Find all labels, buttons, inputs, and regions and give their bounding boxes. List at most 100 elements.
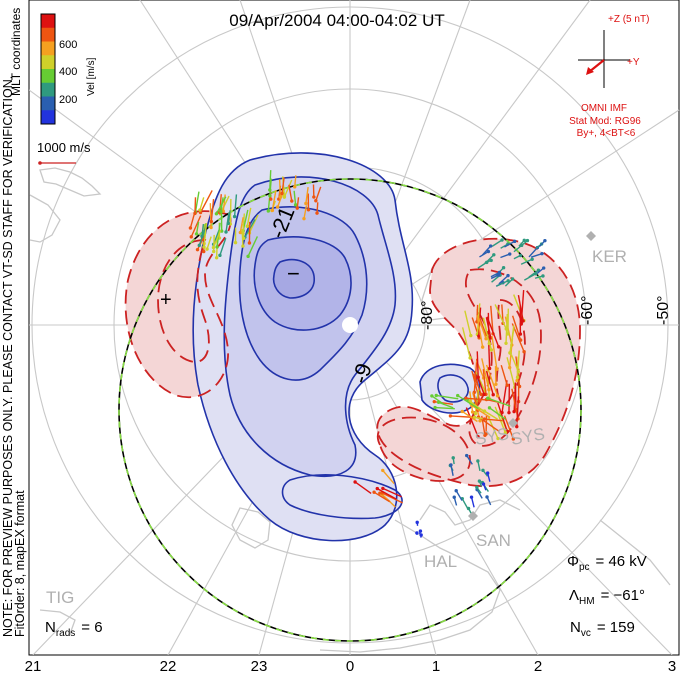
vector-origin	[212, 250, 215, 253]
negative-cells-fill	[193, 153, 479, 541]
vector-origin	[502, 266, 505, 269]
vector-origin	[461, 410, 464, 413]
vector-origin	[486, 471, 489, 474]
imf-stat-model: Stat Mod: RG96	[569, 116, 641, 127]
vector-origin	[198, 244, 201, 247]
stat-phi-pc: Φpc= 46 kV	[567, 553, 647, 573]
map-title: 09/Apr/2004 04:00-04:02 UT	[229, 11, 444, 30]
vector-origin	[496, 394, 499, 397]
vector-origin	[519, 338, 522, 341]
magnetic-pole-dot	[342, 317, 358, 333]
vector-origin	[504, 342, 507, 345]
vector-origin	[498, 271, 501, 274]
mlt-axis: 21 22 23 0 1 2 3	[25, 658, 677, 674]
vector-origin	[290, 199, 293, 202]
vector-origin	[190, 235, 193, 238]
vector-origin	[283, 195, 286, 198]
mlt-tick-0: 0	[346, 658, 354, 674]
vector-origin	[530, 258, 533, 261]
scale-vector: 1000 m/s	[37, 140, 91, 165]
vector-origin	[543, 239, 546, 242]
mlt-tick-21: 21	[25, 658, 42, 674]
vector-origin	[415, 531, 418, 534]
imf-y-label: +Y	[627, 57, 640, 68]
vector-origin	[521, 319, 524, 322]
vector-origin	[540, 252, 543, 255]
vector-origin	[522, 350, 525, 353]
vector-origin	[519, 332, 522, 335]
vector-origin	[205, 247, 208, 250]
vector-origin	[381, 469, 384, 472]
colorbar-swatch	[41, 28, 55, 42]
vector-origin	[196, 248, 199, 251]
vector-origin	[468, 356, 471, 359]
vector-origin	[474, 412, 477, 415]
vector-origin	[476, 375, 479, 378]
vector-origin	[494, 383, 497, 386]
vector-origin	[506, 384, 509, 387]
vector-origin	[449, 463, 452, 466]
vector-origin	[506, 332, 509, 335]
vector-origin	[209, 226, 212, 229]
vector-origin	[312, 195, 315, 198]
vector-origin	[353, 480, 356, 483]
vector-origin	[224, 230, 227, 233]
colorbar-tick-600: 600	[59, 39, 77, 51]
vector-origin	[469, 334, 472, 337]
colorbar-swatch	[41, 42, 55, 56]
imf-source-label: OMNI IMF	[581, 103, 627, 114]
vector-origin	[505, 327, 508, 330]
vector-origin	[482, 482, 485, 485]
mlt-tick-1: 1	[432, 658, 440, 674]
vector-origin	[195, 232, 198, 235]
vector-origin	[511, 277, 514, 280]
vector-origin	[218, 254, 221, 257]
lat-label-80: -80°	[419, 300, 436, 330]
vector-origin	[246, 225, 249, 228]
vector-origin	[381, 487, 384, 490]
vector-origin	[519, 254, 522, 257]
vector-origin	[433, 406, 436, 409]
mlt-tick-2: 2	[534, 658, 542, 674]
colorbar-tick-200: 200	[59, 94, 77, 106]
vector-origin	[485, 261, 488, 264]
station-ker: KER	[592, 247, 627, 266]
velocity-vector	[210, 203, 211, 227]
vector-origin	[520, 244, 523, 247]
vector-origin	[248, 241, 251, 244]
velocity-vector	[477, 351, 478, 377]
vector-origin	[267, 209, 270, 212]
vector-origin	[475, 486, 478, 489]
colorbar-swatch	[41, 97, 55, 111]
velocity-vector	[195, 197, 196, 213]
scale-vector-label: 1000 m/s	[37, 140, 91, 155]
vector-origin	[215, 212, 218, 215]
vector-origin	[437, 401, 440, 404]
colorbar-swatch	[41, 69, 55, 83]
mlt-tick-23: 23	[251, 658, 268, 674]
vector-origin	[513, 240, 516, 243]
vector-origin	[372, 490, 375, 493]
vector-origin	[507, 411, 510, 414]
vector-origin	[455, 489, 458, 492]
vector-origin	[304, 202, 307, 205]
potential-min-marker: −	[287, 261, 300, 286]
vector-origin	[516, 376, 519, 379]
vector-origin	[488, 367, 491, 370]
vector-origin	[234, 241, 237, 244]
vector-origin	[471, 410, 474, 413]
vector-origin	[268, 194, 271, 197]
vector-origin	[453, 496, 456, 499]
stat-lambda-hm: ΛHM= −61°	[569, 587, 645, 607]
vector-origin	[430, 394, 433, 397]
lat-label-50: -50°	[655, 295, 672, 325]
vector-origin	[314, 199, 317, 202]
lat-label-60: -60°	[579, 295, 596, 325]
vector-origin	[200, 235, 203, 238]
vector-origin	[495, 367, 498, 370]
vector-origin	[467, 507, 470, 510]
vector-origin	[242, 237, 245, 240]
vector-origin	[215, 256, 218, 259]
vector-origin	[512, 410, 515, 413]
